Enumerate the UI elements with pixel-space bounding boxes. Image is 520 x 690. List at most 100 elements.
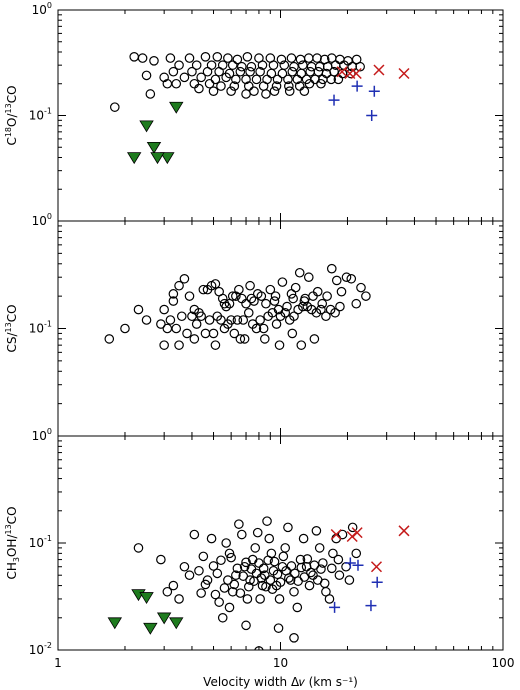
y-tick-label: 100	[32, 427, 52, 443]
data-point-circle	[120, 323, 130, 334]
data-point-circle	[261, 89, 271, 99]
data-point-circle	[278, 551, 289, 562]
data-point-triangle	[169, 101, 184, 114]
data-point-circle	[283, 74, 293, 85]
data-point-circle	[298, 533, 309, 544]
data-point-circle	[241, 557, 251, 568]
data-point-circle	[269, 556, 280, 567]
data-point-circle	[162, 586, 173, 597]
data-point-circle	[200, 579, 211, 590]
data-point-circle	[217, 612, 228, 623]
data-point-circle	[198, 284, 209, 295]
data-point-circle	[321, 311, 331, 322]
data-point-circle	[355, 61, 365, 72]
data-point-circle	[299, 86, 310, 96]
data-point-circle	[293, 304, 303, 315]
data-point-triangle	[150, 152, 165, 165]
panel-1: 100 10-1 C18O/13CO	[4, 1, 504, 222]
y-tick-label: 10-1	[29, 534, 52, 550]
data-point-circle	[290, 568, 300, 579]
data-point-circle	[304, 78, 315, 89]
data-point-circle	[202, 66, 213, 77]
data-point-circle	[243, 581, 254, 592]
data-point-circle	[303, 272, 314, 283]
data-point-circle	[284, 81, 294, 91]
data-point-circle	[264, 533, 275, 544]
data-point-circle	[267, 307, 278, 318]
data-point-circle	[346, 273, 357, 284]
data-point-circle	[212, 568, 223, 579]
x-tick-label: 100	[492, 656, 515, 670]
data-point-circle	[145, 89, 156, 99]
data-point-circle	[258, 563, 269, 574]
data-point-circle	[226, 86, 236, 96]
data-point-circle	[133, 543, 144, 553]
data-point-circle	[235, 66, 246, 77]
data-point-circle	[204, 78, 215, 89]
data-point-circle	[277, 277, 288, 287]
data-point-plus	[328, 94, 340, 106]
y-axis-label: CH3OH/13CO	[4, 506, 21, 579]
data-point-circle	[341, 561, 351, 572]
data-point-circle	[265, 284, 276, 295]
data-point-circle	[306, 304, 317, 315]
data-point-circle	[187, 311, 197, 322]
data-point-circle	[246, 61, 257, 72]
data-point-circle	[104, 334, 115, 344]
data-point-circle	[257, 60, 268, 70]
data-point-circle	[289, 311, 299, 322]
data-point-circle	[296, 340, 307, 350]
y-axis-label: CS/13CO	[4, 304, 19, 352]
x-tick-label: 10	[273, 656, 288, 670]
plot-frame	[57, 9, 504, 222]
data-point-circle	[273, 623, 284, 633]
data-point-circle	[200, 328, 211, 339]
data-point-circle	[216, 315, 226, 325]
data-point-x	[398, 525, 410, 537]
data-point-circle	[312, 53, 322, 63]
data-point-circle	[232, 315, 243, 325]
data-point-circle	[274, 340, 285, 350]
data-point-circle	[221, 72, 231, 83]
data-point-circle	[237, 529, 247, 540]
data-point-circle	[265, 575, 276, 585]
data-point-circle	[296, 562, 307, 573]
data-point-circle	[239, 561, 250, 572]
data-point-circle	[231, 570, 241, 581]
data-point-circle	[179, 273, 190, 284]
data-point-circle	[251, 74, 262, 85]
data-point-circle	[206, 533, 217, 544]
data-point-circle	[214, 66, 224, 77]
data-point-circle	[311, 526, 322, 536]
data-point-circle	[237, 61, 247, 72]
y-tick-label: 100	[32, 1, 52, 17]
data-point-circle	[300, 293, 310, 304]
data-point-triangle	[169, 617, 184, 630]
data-point-circle	[168, 296, 179, 306]
data-point-circle	[216, 81, 226, 91]
data-point-circle	[271, 81, 282, 91]
data-point-circle	[287, 66, 298, 77]
data-point-circle	[223, 575, 233, 585]
data-point-circle	[242, 52, 253, 62]
data-point-circle	[191, 319, 202, 329]
data-point-circle	[235, 334, 246, 344]
data-point-circle	[263, 555, 273, 566]
data-point-x	[330, 528, 342, 541]
data-point-circle	[286, 53, 297, 63]
data-point-circle	[109, 102, 120, 112]
data-point-circle	[268, 60, 279, 70]
data-point-circle	[216, 555, 226, 566]
data-point-circle	[308, 570, 318, 581]
data-point-circle	[356, 282, 366, 293]
data-point-plus	[366, 110, 378, 121]
data-point-circle	[171, 323, 182, 334]
data-point-triangle	[160, 152, 175, 165]
data-point-circle	[316, 564, 326, 574]
data-point-circle	[310, 74, 320, 85]
data-point-circle	[289, 61, 299, 72]
data-point-circle	[337, 529, 348, 540]
data-point-circle	[184, 291, 195, 301]
data-point-circle	[194, 565, 204, 576]
data-point-circle	[280, 543, 291, 553]
